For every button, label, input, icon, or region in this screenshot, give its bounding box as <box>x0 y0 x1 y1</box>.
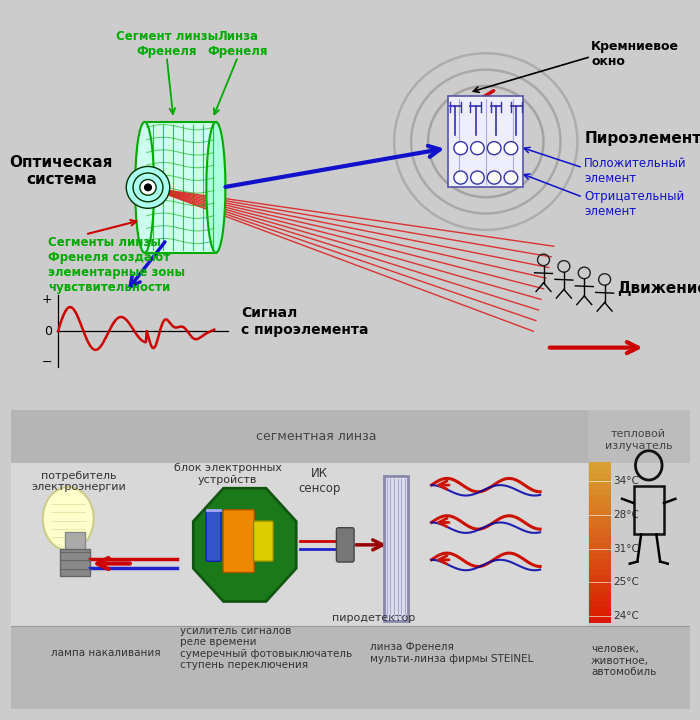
Text: Сигнал
с пироэлемента: Сигнал с пироэлемента <box>241 306 369 336</box>
Ellipse shape <box>206 122 225 253</box>
Bar <box>589 558 610 564</box>
Circle shape <box>454 171 468 184</box>
Text: Сегмент линзы
Френеля: Сегмент линзы Френеля <box>116 30 218 58</box>
Circle shape <box>140 179 156 195</box>
Circle shape <box>126 166 169 208</box>
Bar <box>589 462 610 468</box>
Text: Пироэлемент: Пироэлемент <box>584 131 700 146</box>
Text: ИК
сенсор: ИК сенсор <box>298 467 341 495</box>
Text: Положительный
элемент: Положительный элемент <box>584 157 687 185</box>
Bar <box>589 548 610 554</box>
Bar <box>589 617 610 624</box>
Bar <box>589 526 610 532</box>
Ellipse shape <box>135 122 154 253</box>
Bar <box>589 553 610 559</box>
Circle shape <box>454 142 468 155</box>
Text: +: + <box>42 293 52 307</box>
Bar <box>589 580 610 586</box>
Bar <box>589 483 610 490</box>
Ellipse shape <box>43 487 94 551</box>
Circle shape <box>145 184 151 191</box>
Bar <box>589 569 610 575</box>
Text: 31°C: 31°C <box>612 544 638 554</box>
Text: Линза
Френеля: Линза Френеля <box>208 30 268 58</box>
Bar <box>589 489 610 495</box>
Text: блок электронных
устройств: блок электронных устройств <box>174 463 282 485</box>
Text: 28°C: 28°C <box>612 510 638 520</box>
FancyBboxPatch shape <box>206 510 221 562</box>
Bar <box>589 612 610 618</box>
Text: 25°C: 25°C <box>612 577 638 588</box>
Bar <box>589 537 610 543</box>
Bar <box>145 122 216 253</box>
Bar <box>589 575 610 580</box>
Text: линза Френеля
мульти-линза фирмы STEINEL: линза Френеля мульти-линза фирмы STEINEL <box>370 642 533 664</box>
Bar <box>589 467 610 473</box>
Text: Отрицательный
элемент: Отрицательный элемент <box>584 190 685 217</box>
Bar <box>634 486 664 534</box>
Text: Сегменты линзы
Френеля создают
элементарные зоны
чувствительности: Сегменты линзы Френеля создают элементар… <box>48 236 185 294</box>
FancyBboxPatch shape <box>223 510 254 572</box>
Text: Оптическая
система: Оптическая система <box>10 155 113 187</box>
Bar <box>589 510 610 516</box>
Bar <box>589 564 610 570</box>
Bar <box>589 500 610 505</box>
Bar <box>60 549 90 576</box>
Circle shape <box>487 171 501 184</box>
Bar <box>589 531 610 538</box>
Text: потребитель
электроэнергии: потребитель электроэнергии <box>31 471 126 492</box>
Text: тепловой
излучатель: тепловой излучатель <box>605 429 672 451</box>
Circle shape <box>470 142 484 155</box>
Bar <box>589 542 610 549</box>
Bar <box>589 606 610 613</box>
FancyBboxPatch shape <box>449 96 523 187</box>
Bar <box>589 478 610 484</box>
Circle shape <box>133 173 163 202</box>
Text: 0: 0 <box>45 325 52 338</box>
Bar <box>589 590 610 597</box>
Circle shape <box>470 171 484 184</box>
FancyBboxPatch shape <box>337 528 354 562</box>
Text: человек,
животное,
автомобиль: человек, животное, автомобиль <box>591 644 657 678</box>
Bar <box>589 472 610 479</box>
Text: −: − <box>42 356 52 369</box>
Circle shape <box>504 142 518 155</box>
Polygon shape <box>193 488 296 601</box>
FancyBboxPatch shape <box>384 476 407 621</box>
Bar <box>589 595 610 602</box>
Text: лампа накаливания: лампа накаливания <box>51 648 161 658</box>
Bar <box>588 410 690 463</box>
Text: усилитель сигналов
реле времени
сумеречный фотовыключатель
ступень переключения: усилитель сигналов реле времени сумеречн… <box>181 626 353 670</box>
Text: пиродетектор: пиродетектор <box>332 613 415 623</box>
Text: сегментная линза: сегментная линза <box>256 430 377 443</box>
Bar <box>10 627 690 709</box>
Circle shape <box>487 142 501 155</box>
Text: 34°C: 34°C <box>612 477 638 487</box>
Text: Движение: Движение <box>617 282 700 296</box>
Bar <box>10 410 588 463</box>
Bar <box>589 505 610 511</box>
Bar <box>589 516 610 521</box>
Bar <box>65 532 85 551</box>
Bar <box>589 601 610 607</box>
Bar <box>589 585 610 591</box>
Text: 24°C: 24°C <box>612 611 638 621</box>
Bar <box>589 521 610 527</box>
FancyBboxPatch shape <box>253 521 273 562</box>
Bar <box>589 494 610 500</box>
Circle shape <box>504 171 518 184</box>
Text: Кремниевое
окно: Кремниевое окно <box>591 40 679 68</box>
Bar <box>10 463 588 627</box>
